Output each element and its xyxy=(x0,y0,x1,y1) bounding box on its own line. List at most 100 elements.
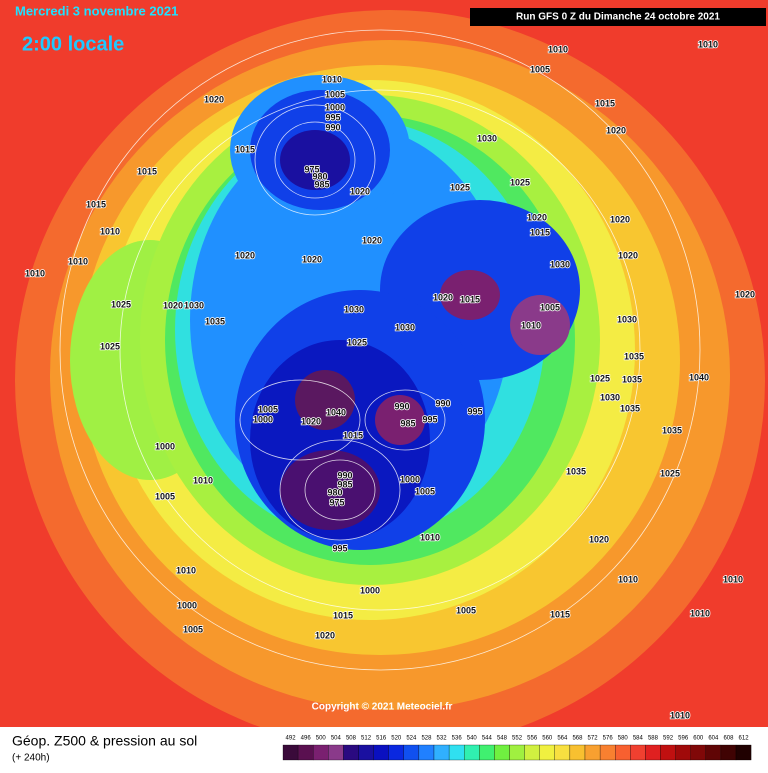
isobar-label: 1025 xyxy=(660,468,680,478)
colorbar-swatch xyxy=(705,744,722,761)
isobar-label: 1010 xyxy=(68,256,88,266)
colorbar-label: 512 xyxy=(361,736,372,742)
isobar-label: 1030 xyxy=(600,392,620,402)
isobar-label: 1025 xyxy=(510,177,530,187)
isobar-label: 990 xyxy=(325,122,340,132)
isobar-label: 1010 xyxy=(322,74,342,84)
colorbar-label: 580 xyxy=(618,736,629,742)
colorbar-swatch xyxy=(313,744,329,761)
colorbar-swatch xyxy=(403,744,420,761)
colorbar-label: 520 xyxy=(391,736,402,742)
isobar-label: 985 xyxy=(337,479,352,489)
isobar-label: 1020 xyxy=(302,254,322,264)
isobar-label: 1025 xyxy=(100,341,120,351)
colorbar-swatch xyxy=(282,744,299,761)
isobar-label: 975 xyxy=(329,497,344,507)
colorbar-swatch xyxy=(509,744,525,761)
isobar-label: 1025 xyxy=(111,299,131,309)
colorbar-swatch xyxy=(630,744,646,761)
footer-title: Géop. Z500 & pression au sol xyxy=(12,733,197,749)
colorbar-label: 576 xyxy=(603,736,614,742)
isobar-label: 1030 xyxy=(550,259,570,269)
colorbar-swatch xyxy=(615,744,631,761)
colorbar-label: 604 xyxy=(708,736,719,742)
isobar-label: 990 xyxy=(435,398,450,408)
run-box xyxy=(470,8,766,26)
isobar-label: 1010 xyxy=(698,39,718,49)
isobar-label: 1015 xyxy=(333,610,353,620)
colorbar-label: 544 xyxy=(482,736,493,742)
colorbar-label: 536 xyxy=(452,736,463,742)
isobar-label: 980 xyxy=(312,171,327,181)
colorbar-label: 532 xyxy=(437,736,448,742)
colorbar-label: 560 xyxy=(542,736,553,742)
isobar-label: 1020 xyxy=(589,534,609,544)
colorbar-label: 572 xyxy=(588,736,599,742)
colorbar-swatch xyxy=(720,744,737,761)
isobar-label: 1015 xyxy=(235,144,255,154)
isobar-label: 1020 xyxy=(163,300,183,310)
isobar-label: 1005 xyxy=(540,302,560,312)
isobar-label: 1030 xyxy=(344,304,364,314)
colorbar-swatch xyxy=(433,744,450,761)
isobar-label: 1020 xyxy=(350,186,370,196)
colorbar-swatch xyxy=(539,744,555,761)
isobar-label: 1010 xyxy=(521,320,541,330)
isobar-label: 1020 xyxy=(606,125,626,135)
isobar-label: 1020 xyxy=(301,416,321,426)
colorbar-swatch xyxy=(645,744,661,761)
colorbar-swatch xyxy=(297,744,314,761)
isobar-label: 995 xyxy=(332,543,347,553)
colorbar-swatch xyxy=(569,744,586,761)
isobar-label: 1035 xyxy=(622,374,642,384)
isobar-label: 1020 xyxy=(315,630,335,640)
isobar-label: 1020 xyxy=(618,250,638,260)
colorbar-label: 548 xyxy=(497,736,508,742)
isobar-label: 1030 xyxy=(395,322,415,332)
geopotential-field xyxy=(15,10,765,750)
colorbar-swatch xyxy=(388,744,404,761)
isobar-label: 1000 xyxy=(253,414,273,424)
isobar-label: 1025 xyxy=(347,337,367,347)
isobar-label: 1005 xyxy=(325,89,345,99)
isobar-label: 975 xyxy=(304,164,319,174)
colorbar-label: 528 xyxy=(421,736,432,742)
isobar-label: 1030 xyxy=(617,314,637,324)
isobar-label: 1010 xyxy=(100,226,120,236)
isobar-label: 1005 xyxy=(258,404,278,414)
isobar-label: 1000 xyxy=(360,585,380,595)
isobar-label: 1030 xyxy=(184,300,204,310)
colorbar-swatch xyxy=(660,744,676,761)
isobar-label: 1020 xyxy=(527,212,547,222)
isobar-label: 1015 xyxy=(595,98,615,108)
isobar-label: 1035 xyxy=(662,425,682,435)
colorbar-swatch xyxy=(479,744,495,761)
isobar-label: 1005 xyxy=(155,491,175,501)
isobar-label: 980 xyxy=(327,487,342,497)
isobar-label: 1010 xyxy=(420,532,440,542)
colorbar-label: 608 xyxy=(723,736,734,742)
isobar-label: 1010 xyxy=(690,608,710,618)
isobar-label: 1020 xyxy=(433,292,453,302)
isobar-label: 1035 xyxy=(624,351,644,361)
colorbar-label: 504 xyxy=(331,736,342,742)
isobar-label: 985 xyxy=(400,418,415,428)
isobar-label: 1005 xyxy=(456,605,476,615)
colorbar-swatch xyxy=(494,744,510,761)
isobar-label: 1015 xyxy=(86,199,106,209)
colorbar-label: 600 xyxy=(693,736,704,742)
isobar-label: 995 xyxy=(422,414,437,424)
colorbar-label: 540 xyxy=(467,736,478,742)
isobar-label: 1000 xyxy=(400,474,420,484)
colorbar-label: 592 xyxy=(663,736,674,742)
colorbar-label: 596 xyxy=(678,736,689,742)
isobar-label: 1015 xyxy=(460,294,480,304)
colorbar-swatch xyxy=(464,744,480,761)
isobar-label: 1015 xyxy=(137,166,157,176)
isobar-label: 1020 xyxy=(235,250,255,260)
colorbar-swatch xyxy=(328,744,344,761)
colorbar-swatch xyxy=(358,744,374,761)
isobar-label: 1030 xyxy=(477,133,497,143)
isobar-label: 1025 xyxy=(450,182,470,192)
colorbar-label: 524 xyxy=(406,736,417,742)
